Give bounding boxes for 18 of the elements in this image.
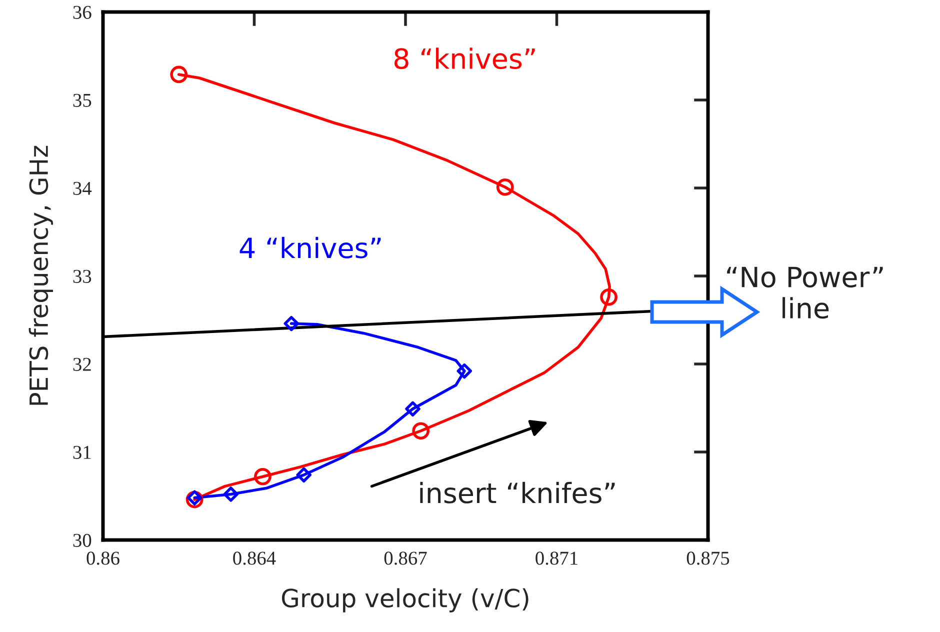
x-axis-title: Group velocity (v/C) [282,588,528,612]
text: “No Power” line [727,266,883,319]
y-axis-title: PETS frequency, GHz [28,146,53,405]
x-tick-label: 0.867 [384,552,427,565]
x-tick-label: 0.875 [686,552,730,565]
x-tick-label: 0.871 [536,552,578,565]
y-tick-label: 31 [73,446,91,459]
annotation: insert “knifes” [420,482,615,504]
text: 4 “knives” [240,236,381,258]
text: 8 “knives” [394,48,535,70]
y-tick-label: 32 [73,358,91,371]
y-tick-label: 30 [73,534,92,547]
x-tick-label: 0.86 [86,552,120,565]
y-tick-label: 33 [73,270,92,283]
x-tick-label: 0.864 [233,552,276,565]
y-tick-label: 36 [73,6,92,19]
y-tick-label: 34 [73,182,92,195]
y-tick-label: 35 [73,94,92,107]
